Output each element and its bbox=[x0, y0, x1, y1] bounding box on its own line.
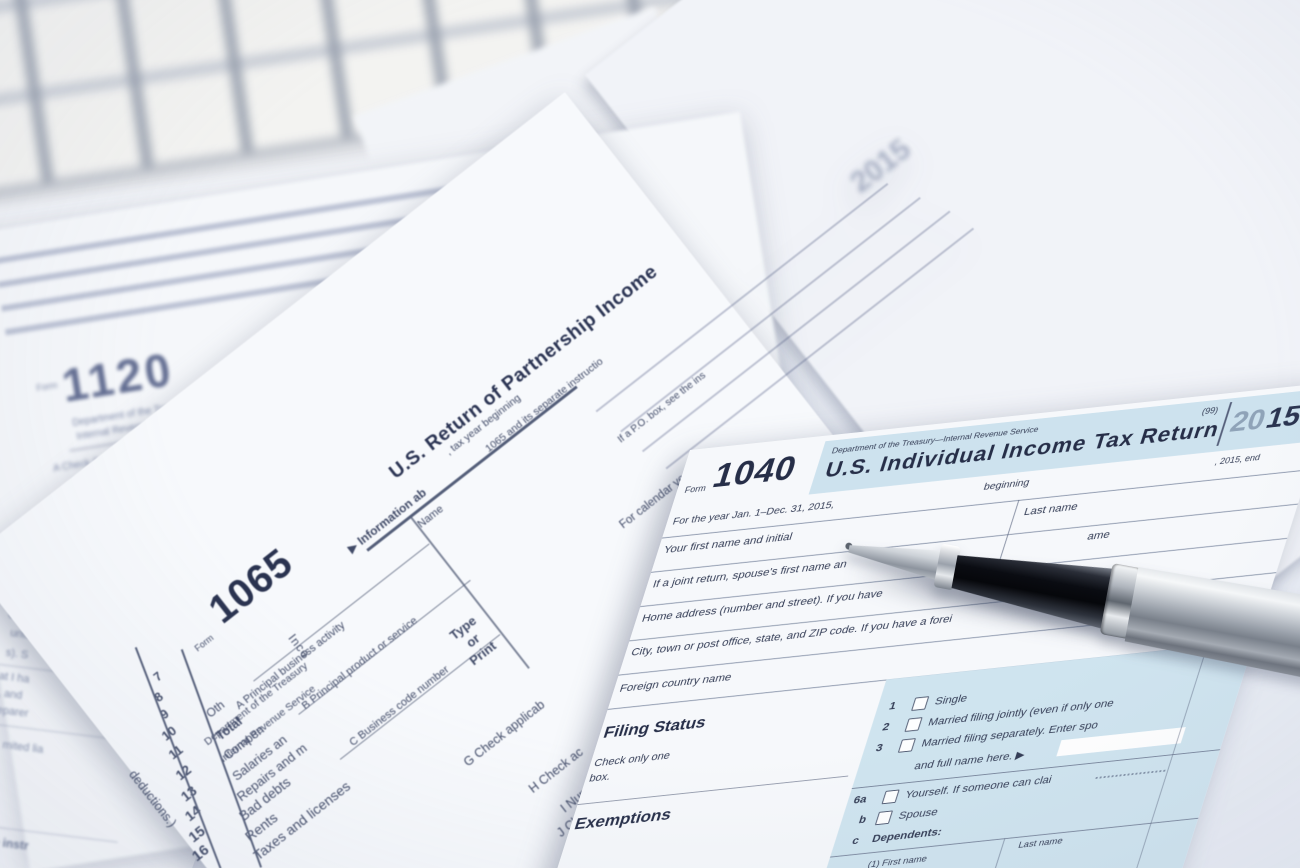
form-1065-label-c: C Business code number bbox=[347, 663, 452, 749]
form-1040-check-only: Check only one bbox=[592, 750, 672, 770]
form-1040-foreign-label: Foreign country name bbox=[618, 671, 733, 695]
form-1040-row-year: For the year Jan. 1–Dec. 31, 2015, bbox=[671, 498, 837, 528]
form-1040-exemptions: Exemptions bbox=[572, 805, 674, 834]
form-1040-number: 1040 bbox=[708, 449, 802, 495]
form-rule bbox=[0, 723, 111, 740]
text-fragment: s). S bbox=[5, 646, 30, 662]
pen-nose-cone bbox=[846, 531, 943, 583]
line-number: 7 bbox=[150, 669, 165, 685]
text-fragment: eparer bbox=[0, 704, 30, 720]
form-1040-filing-status-column bbox=[799, 640, 1255, 868]
form-1040-last-name-label: Last name bbox=[1022, 500, 1080, 518]
text-fragment: mited lia bbox=[1, 738, 44, 756]
form-1040-box-word: box. bbox=[587, 771, 612, 785]
form-rule bbox=[577, 775, 849, 806]
text-fragment: t, and bbox=[0, 687, 23, 702]
form-1065-row-g: G Check applicab bbox=[461, 697, 548, 770]
form-1120-form-word: Form bbox=[35, 379, 59, 394]
form-rule bbox=[298, 579, 471, 716]
form-1040-form-word: Form bbox=[683, 483, 708, 495]
text-fragment: at I ha bbox=[0, 670, 31, 686]
pen-steel-barrel bbox=[1124, 564, 1300, 680]
form-1040-spouse-label: If a joint return, spouse's first name a… bbox=[651, 558, 849, 591]
form-1040-year-note: , 2015, end bbox=[1213, 452, 1262, 467]
form-1065-number: 1065 bbox=[200, 540, 302, 633]
text-fragment: e instr bbox=[0, 835, 30, 853]
form-1040-beginning: beginning bbox=[982, 476, 1032, 493]
form-1040-spouse-right-fragment: ame bbox=[1085, 528, 1112, 543]
form-1065-form-word: Form bbox=[192, 632, 216, 654]
form-1120-number: 1120 bbox=[58, 342, 177, 412]
form-1040-filing-status: Filing Status bbox=[601, 713, 709, 742]
form-1065-title: U.S. Return of Partnership Income bbox=[385, 260, 662, 484]
